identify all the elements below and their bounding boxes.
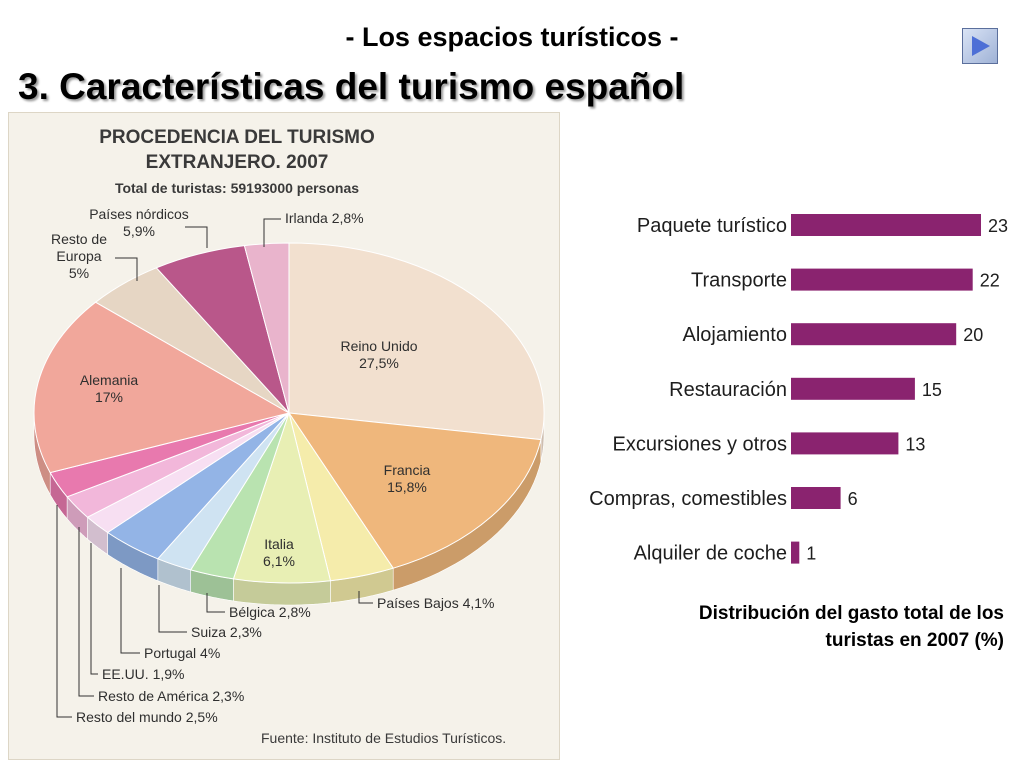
leader-line	[358, 591, 373, 604]
label-portugal: Portugal 4%	[144, 645, 220, 661]
bar-alojamiento	[791, 323, 957, 346]
pie-source: Fuente: Instituto de Estudios Turísticos…	[261, 730, 506, 746]
bar-value-label: 6	[848, 489, 858, 509]
leader-line	[120, 568, 140, 654]
label-irlanda: Irlanda 2,8%	[285, 210, 364, 226]
pie-slices	[33, 242, 545, 584]
bar-paquete-turistico	[791, 214, 981, 236]
leader-line	[206, 593, 225, 613]
label-resto-de-europa: Resto de Europa 5%	[51, 231, 107, 281]
label-francia: Francia 15,8%	[384, 462, 431, 495]
pie-slice-reino-unido	[288, 242, 545, 441]
leader-line	[263, 218, 281, 247]
label-italia: Italia 6,1%	[263, 536, 295, 569]
next-slide-button[interactable]	[962, 28, 998, 64]
pie-slice-francia	[287, 412, 542, 569]
pie-labels: Reino Unido 27,5% Francia 15,8% Italia 6,1% Al…	[51, 206, 495, 725]
leader-line	[78, 527, 94, 697]
leader-line	[90, 543, 98, 675]
pie-slice-irlanda	[243, 242, 290, 414]
leader-line	[158, 585, 187, 633]
label-paises-bajos: Países Bajos 4,1%	[377, 595, 495, 611]
bar-value-label: 1	[806, 544, 816, 564]
bar-value-label: 23	[988, 216, 1008, 236]
section-subtitle: - Los espacios turísticos -	[345, 22, 679, 52]
bar-excursiones-y-otros	[791, 432, 899, 455]
page-title: 3. Características del turismo español	[18, 66, 685, 107]
leader-line	[185, 226, 208, 248]
bar-chart: Paquete turístico 23 Transporte 22 Alojamien…	[589, 214, 1008, 565]
pie-title-line1: PROCEDENCIA DEL TURISMO	[99, 127, 375, 148]
label-resto-del-mundo: Resto del mundo 2,5%	[76, 709, 218, 725]
label-reino-unido: Reino Unido 27,5%	[340, 338, 417, 371]
label-belgica: Bélgica 2,8%	[229, 604, 311, 620]
bar-chart-area: Paquete turístico 23 Transporte 22 Alojamien…	[565, 195, 1024, 585]
label-resto-de-america: Resto de América 2,3%	[98, 688, 244, 704]
label-paises-nordicos: Países nórdicos 5,9%	[89, 206, 189, 239]
bar-category-label: Restauración	[669, 379, 787, 401]
leader-line	[115, 257, 138, 281]
bar-value-label: 13	[905, 434, 925, 454]
label-eeuu: EE.UU. 1,9%	[102, 666, 184, 682]
pie-total: Total de turistas: 59193000 personas	[115, 180, 359, 196]
bar-value-label: 22	[980, 271, 1000, 291]
bar-alquiler-de-coche	[791, 541, 800, 564]
bar-compras-comestibles	[791, 487, 841, 509]
pie-chart-panel: PROCEDENCIA DEL TURISMO EXTRANJERO. 2007…	[8, 112, 560, 760]
pie-slice-alemania	[33, 301, 291, 474]
label-alemania: Alemania 17%	[80, 372, 139, 405]
bar-chart-caption: Distribución del gasto total de los turi…	[624, 600, 1004, 654]
caption-line-1: Distribución del gasto total de los	[698, 603, 1004, 624]
bar-value-label: 15	[922, 380, 942, 400]
bar-category-label: Excursiones y otros	[612, 433, 787, 455]
label-suiza: Suiza 2,3%	[191, 624, 262, 640]
bar-category-label: Alojamiento	[682, 324, 787, 346]
pie-chart: PROCEDENCIA DEL TURISMO EXTRANJERO. 2007…	[33, 127, 545, 746]
bar-restauracion	[791, 377, 915, 400]
bar-transporte	[791, 268, 973, 291]
leader-line	[56, 505, 72, 718]
bar-category-label: Transporte	[691, 270, 787, 292]
bar-category-label: Paquete turístico	[637, 215, 787, 237]
caption-line-2: turistas en 2007 (%)	[825, 630, 1004, 651]
bar-category-label: Alquiler de coche	[634, 543, 787, 565]
play-arrow-icon	[972, 36, 990, 56]
pie-title-line2: EXTRANJERO. 2007	[146, 152, 329, 173]
bar-category-label: Compras, comestibles	[589, 488, 787, 510]
bar-value-label: 20	[963, 325, 983, 345]
